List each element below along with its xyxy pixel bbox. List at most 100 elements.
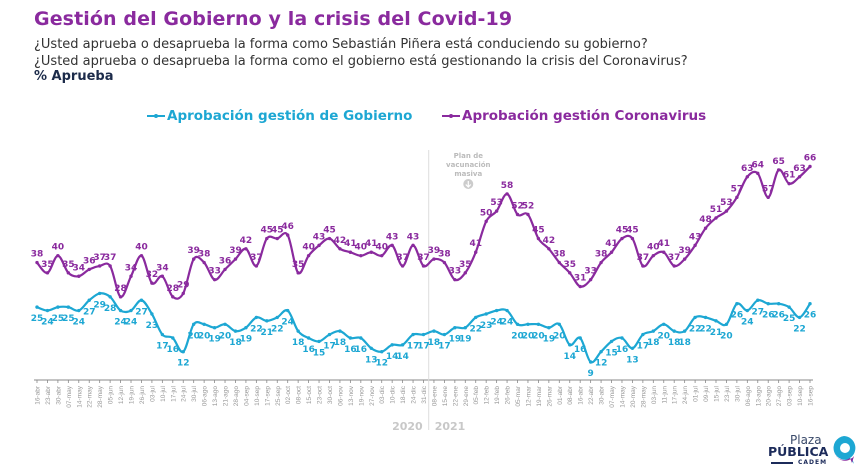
data-point-coronavirus [442,260,447,265]
x-tick-label: 20-may [630,385,637,407]
data-point-gobierno [66,305,71,309]
data-label-coronavirus: 64 [752,160,765,170]
data-point-coronavirus [160,274,165,278]
data-label-gobierno: 12 [177,359,190,369]
data-point-gobierno [797,315,802,320]
data-label-gobierno: 19 [449,335,462,345]
data-point-coronavirus [651,253,656,258]
x-tick-label: 26-feb [505,386,512,405]
data-label-gobierno: 18 [428,338,441,348]
data-point-coronavirus [369,250,373,254]
data-point-coronavirus [724,209,729,213]
data-label-gobierno: 23 [146,321,159,331]
annotation-text: masiva [454,170,482,178]
data-label-gobierno: 25 [52,314,65,324]
data-point-coronavirus [129,274,133,278]
x-tick-label: 28-may [97,385,104,407]
data-label-gobierno: 26 [804,311,817,321]
data-point-coronavirus [223,267,227,272]
chart-title: Gestión del Gobierno y la crisis del Cov… [34,8,513,30]
data-point-gobierno [223,322,227,326]
data-point-coronavirus [494,209,499,213]
data-label-gobierno: 24 [125,318,138,328]
data-point-gobierno [400,343,405,347]
data-label-gobierno: 27 [83,307,96,317]
data-point-coronavirus [547,247,551,251]
data-label-gobierno: 18 [229,338,242,348]
data-label-coronavirus: 41 [605,239,618,249]
data-label-gobierno: 28 [104,304,117,314]
data-label-gobierno: 25 [31,314,44,324]
x-tick-label: 15-ene [442,386,449,407]
data-point-gobierno [547,326,551,330]
data-point-coronavirus [536,236,541,241]
data-label-coronavirus: 37 [93,253,106,263]
data-point-coronavirus [400,264,405,268]
data-point-gobierno [515,322,520,326]
x-tick-label: 10-dic [390,385,397,403]
data-point-gobierno [432,329,436,333]
data-point-gobierno [129,308,133,313]
data-label-coronavirus: 28 [114,284,127,294]
data-point-coronavirus [181,291,185,296]
data-point-coronavirus [233,257,238,261]
data-label-coronavirus: 51 [710,205,723,215]
data-label-coronavirus: 45 [532,226,545,236]
data-point-coronavirus [191,257,196,261]
data-point-gobierno [35,305,39,309]
data-point-gobierno [568,343,572,347]
data-point-coronavirus [515,212,520,217]
data-label-coronavirus: 38 [198,250,211,260]
data-point-gobierno [233,329,238,333]
data-label-coronavirus: 52 [522,202,535,212]
data-label-coronavirus: 28 [167,284,180,294]
data-point-coronavirus [474,250,478,254]
x-tick-label: 15-oct [306,386,313,404]
data-label-coronavirus: 35 [62,260,75,270]
data-label-coronavirus: 38 [438,250,451,260]
data-point-gobierno [651,329,656,333]
data-point-coronavirus [212,277,217,282]
data-point-coronavirus [296,271,300,275]
data-label-coronavirus: 41 [469,239,482,249]
x-tick-label: 13-nov [348,385,355,406]
data-point-gobierno [672,329,676,333]
data-point-gobierno [557,322,561,326]
data-label-coronavirus: 35 [459,260,472,270]
data-label-gobierno: 19 [459,335,472,345]
x-tick-label: 12-mar [525,385,532,406]
measure-label: % Aprueba [34,69,114,84]
data-point-coronavirus [317,243,321,248]
data-point-gobierno [766,301,770,306]
data-label-gobierno: 16 [167,345,180,355]
data-label-gobierno: 27 [135,307,148,317]
data-point-gobierno [45,308,50,313]
data-label-coronavirus: 33 [449,267,462,277]
data-label-gobierno: 18 [292,338,305,348]
x-tick-label: 05-feb [473,386,480,405]
data-label-gobierno: 26 [731,311,744,321]
x-tick-label: 14-may [619,385,626,407]
data-label-coronavirus: 37 [668,253,681,263]
data-point-gobierno [474,315,478,320]
x-tick-label: 03-jul [149,385,156,401]
data-point-coronavirus [714,216,718,220]
data-label-coronavirus: 45 [323,226,336,236]
data-label-gobierno: 24 [281,318,294,328]
data-label-gobierno: 15 [605,348,618,358]
data-label-gobierno: 16 [616,345,629,355]
data-point-gobierno [463,326,467,330]
data-label-coronavirus: 36 [219,256,232,266]
data-label-gobierno: 21 [261,328,274,338]
data-label-coronavirus: 38 [553,250,566,260]
data-label-gobierno: 17 [156,342,169,352]
data-label-coronavirus: 45 [616,226,629,236]
data-point-gobierno [56,305,60,309]
data-point-gobierno [505,308,509,313]
year-labels: 2020 2021 [392,420,465,433]
data-label-coronavirus: 43 [313,232,326,242]
data-point-gobierno [724,322,729,326]
data-label-gobierno: 16 [355,345,368,355]
legend-swatch-coronavirus [442,113,460,118]
